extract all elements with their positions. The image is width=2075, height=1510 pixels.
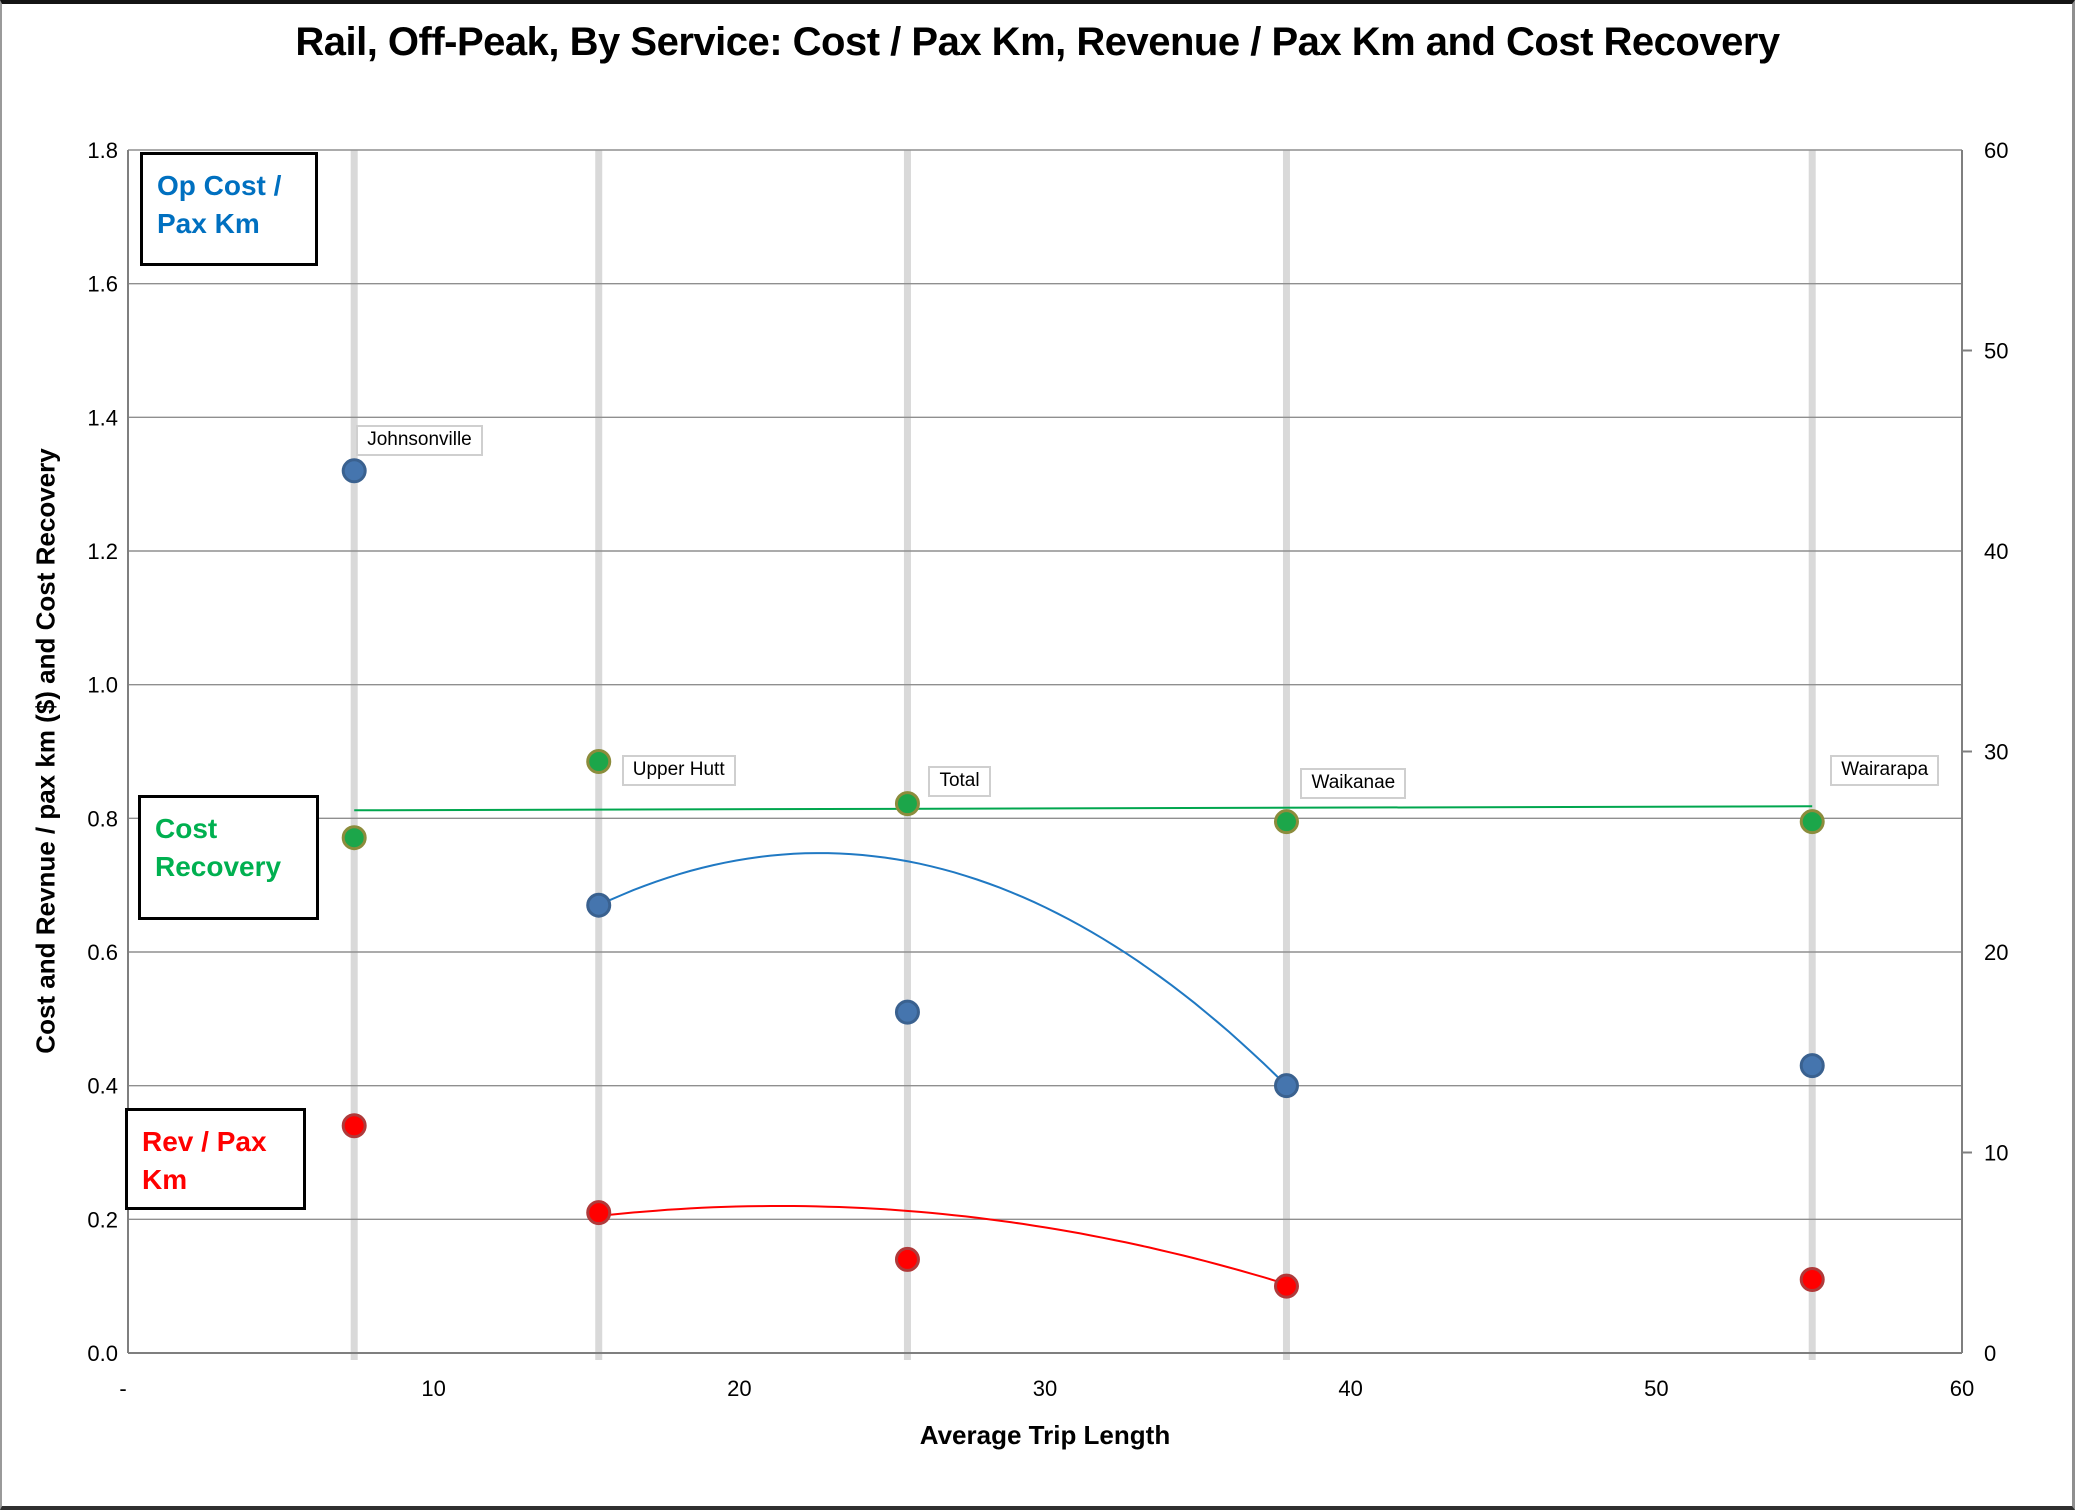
- series-label-cost-recovery-line2: Recovery: [155, 851, 282, 882]
- x-tick-label-10: 10: [421, 1376, 445, 1401]
- data-point-rev-pax-km-waikanae: [1273, 1273, 1299, 1299]
- point-label-waikanae: Waikanae: [1300, 767, 1407, 799]
- data-point-op-cost-pax-km-waikanae: [1273, 1073, 1299, 1099]
- trendline-cost-recovery: [354, 805, 1813, 812]
- y-right-tick-label-30: 30: [1984, 740, 2008, 765]
- y-left-tick-label-1.8: 1.8: [87, 138, 118, 163]
- point-label-johnsonville: Johnsonville: [356, 424, 483, 456]
- y-right-tick-label-60: 60: [1984, 138, 2008, 163]
- point-label-upper-hutt: Upper Hutt: [621, 754, 736, 786]
- series-label-cost-recovery: Cost Recovery: [138, 795, 319, 920]
- series-label-op-cost: Op Cost / Pax Km: [140, 152, 318, 266]
- data-point-rev-pax-km-johnsonville: [341, 1113, 367, 1139]
- category-column-johnsonville: [350, 150, 358, 1360]
- x-tick-label-50: 50: [1644, 1376, 1668, 1401]
- data-point-rev-pax-km-total: [894, 1246, 920, 1272]
- category-column-total: [903, 150, 911, 1360]
- data-point-rev-pax-km-upper-hutt: [586, 1200, 612, 1226]
- y-left-tick-label-1.2: 1.2: [87, 539, 118, 564]
- series-label-rev-line2: Km: [142, 1164, 188, 1195]
- series-label-rev-line1: Rev / Pax: [142, 1126, 267, 1157]
- trendline-op-cost-pax-km: [598, 852, 1288, 1087]
- series-label-op-cost-line2: Pax Km: [157, 208, 260, 239]
- y-left-tick-label-0.8: 0.8: [87, 806, 118, 831]
- data-point-cost-recovery-johnsonville: [341, 825, 367, 851]
- y-right-tick-label-0: 0: [1984, 1341, 1996, 1366]
- x-axis-title: Average Trip Length: [919, 1420, 1171, 1450]
- x-tick-label--: -: [119, 1376, 126, 1401]
- category-column-wairarapa: [1808, 150, 1816, 1360]
- y-left-tick-label-1.0: 1.0: [87, 673, 118, 698]
- data-point-rev-pax-km-wairarapa: [1799, 1266, 1825, 1292]
- y-left-tick-label-0.2: 0.2: [87, 1207, 118, 1232]
- x-tick-label-40: 40: [1338, 1376, 1362, 1401]
- series-label-rev: Rev / Pax Km: [125, 1108, 306, 1210]
- y-left-tick-label-0.4: 0.4: [87, 1074, 118, 1099]
- series-label-cost-recovery-line1: Cost: [155, 813, 218, 844]
- y-right-tick-label-50: 50: [1984, 339, 2008, 364]
- data-point-op-cost-pax-km-total: [894, 999, 920, 1025]
- x-tick-label-60: 60: [1950, 1376, 1974, 1401]
- x-tick-label-20: 20: [727, 1376, 751, 1401]
- data-point-cost-recovery-waikanae: [1273, 809, 1299, 835]
- data-point-op-cost-pax-km-wairarapa: [1799, 1053, 1825, 1079]
- category-column-waikanae: [1282, 150, 1290, 1360]
- data-point-cost-recovery-upper-hutt: [586, 749, 612, 775]
- y-left-tick-label-1.4: 1.4: [87, 405, 118, 430]
- data-point-cost-recovery-wairarapa: [1799, 809, 1825, 835]
- data-point-op-cost-pax-km-johnsonville: [341, 458, 367, 484]
- y-right-tick-label-10: 10: [1984, 1141, 2008, 1166]
- series-label-op-cost-line1: Op Cost /: [157, 170, 282, 201]
- y-left-tick-label-0.0: 0.0: [87, 1341, 118, 1366]
- y-right-tick-label-20: 20: [1984, 940, 2008, 965]
- y-left-tick-label-1.6: 1.6: [87, 272, 118, 297]
- y-axis-title: Cost and Revnue / pax km ($) and Cost Re…: [30, 448, 61, 1054]
- chart-title: Rail, Off-Peak, By Service: Cost / Pax K…: [295, 20, 1780, 64]
- x-tick-label-30: 30: [1033, 1376, 1057, 1401]
- point-label-total: Total: [928, 765, 991, 797]
- point-label-wairarapa: Wairarapa: [1830, 754, 1940, 786]
- data-point-cost-recovery-total: [894, 791, 920, 817]
- trendline-rev-pax-km: [598, 1205, 1287, 1286]
- y-left-tick-label-0.6: 0.6: [87, 940, 118, 965]
- data-point-op-cost-pax-km-upper-hutt: [586, 892, 612, 918]
- y-right-tick-label-40: 40: [1984, 539, 2008, 564]
